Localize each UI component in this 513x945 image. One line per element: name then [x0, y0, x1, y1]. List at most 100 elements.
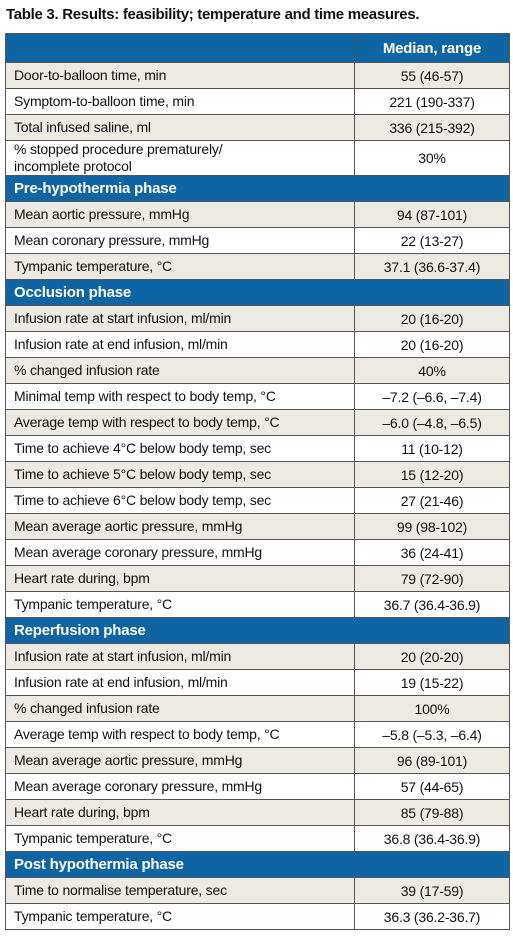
data-row: Tympanic temperature, °C 36.7 (36.4-36.9) — [5, 591, 510, 618]
data-row: % changed infusion rate 40% — [5, 357, 510, 384]
section-title: Pre-hypothermia phase — [5, 175, 510, 202]
row-value: 22 (13-27) — [354, 227, 510, 254]
row-value: 37.1 (36.6-37.4) — [354, 253, 510, 280]
data-row: Mean average coronary pressure, mmHg 57 (… — [5, 773, 510, 800]
data-row: Time to achieve 6°C below body temp, sec… — [5, 487, 510, 514]
row-label: Total infused saline, ml — [5, 114, 355, 141]
row-label: Average temp with respect to body temp, … — [5, 721, 355, 748]
row-label: Symptom-to-balloon time, min — [5, 88, 355, 115]
header-cell: Median, range — [354, 33, 510, 63]
section-row: Post hypothermia phase — [5, 851, 510, 878]
row-value: 20 (16-20) — [354, 331, 510, 358]
data-row: Mean average aortic pressure, mmHg 96 (89… — [5, 747, 510, 774]
section-row: Pre-hypothermia phase — [5, 175, 510, 202]
row-value: 55 (46-57) — [354, 62, 510, 89]
row-value: 100% — [354, 695, 510, 722]
row-label: Average temp with respect to body temp, … — [5, 409, 355, 436]
data-row: Time to achieve 5°C below body temp, sec… — [5, 461, 510, 488]
data-row: Infusion rate at end infusion, ml/min 20 … — [5, 331, 510, 358]
data-row: Minimal temp with respect to body temp, … — [5, 383, 510, 410]
row-value: –6.0 (–4.8, –6.5) — [354, 409, 510, 436]
header-row: Median, range — [5, 33, 510, 63]
row-label: Minimal temp with respect to body temp, … — [5, 383, 355, 410]
row-label: Infusion rate at end infusion, ml/min — [5, 331, 355, 358]
row-value: 57 (44-65) — [354, 773, 510, 800]
data-row: Infusion rate at end infusion, ml/min 19 … — [5, 669, 510, 696]
data-row: Heart rate during, bpm 79 (72-90) — [5, 565, 510, 592]
row-label: Time to achieve 5°C below body temp, sec — [5, 461, 355, 488]
row-label: Mean aortic pressure, mmHg — [5, 201, 355, 228]
row-label: Tympanic temperature, °C — [5, 591, 355, 618]
data-row: Time to normalise temperature, sec 39 (17… — [5, 877, 510, 904]
row-label: Tympanic temperature, °C — [5, 825, 355, 852]
row-value: 36.8 (36.4-36.9) — [354, 825, 510, 852]
table-title: Table 3. Results: feasibility; temperatu… — [6, 6, 420, 23]
header-cell — [5, 33, 355, 63]
row-value: 30% — [354, 140, 510, 176]
data-row: Infusion rate at start infusion, ml/min 2… — [5, 305, 510, 332]
table-body: Door-to-balloon time, min 55 (46-57) Sympt… — [5, 62, 510, 930]
data-row: Tympanic temperature, °C 36.8 (36.4-36.9) — [5, 825, 510, 852]
data-row: Tympanic temperature, °C 37.1 (36.6-37.4) — [5, 253, 510, 280]
data-row: Mean coronary pressure, mmHg 22 (13-27) — [5, 227, 510, 254]
data-row: Tympanic temperature, °C 36.3 (36.2-36.7) — [5, 903, 510, 930]
row-value: 20 (16-20) — [354, 305, 510, 332]
row-label: Heart rate during, bpm — [5, 799, 355, 826]
data-row: Total infused saline, ml 336 (215-392) — [5, 114, 510, 141]
data-row: Door-to-balloon time, min 55 (46-57) — [5, 62, 510, 89]
row-label: Tympanic temperature, °C — [5, 903, 355, 930]
table-head: Median, range — [5, 33, 510, 63]
data-row: Mean aortic pressure, mmHg 94 (87-101) — [5, 201, 510, 228]
row-label: Time to achieve 6°C below body temp, sec — [5, 487, 355, 514]
data-row: % stopped procedure prematurely/ incompl… — [5, 140, 510, 176]
section-row: Reperfusion phase — [5, 617, 510, 644]
row-value: 96 (89-101) — [354, 747, 510, 774]
data-row: Time to achieve 4°C below body temp, sec… — [5, 435, 510, 462]
row-label: Mean coronary pressure, mmHg — [5, 227, 355, 254]
results-table: Median, range Door-to-balloon time, min 5… — [5, 33, 510, 930]
row-label: Heart rate during, bpm — [5, 565, 355, 592]
row-label: Time to achieve 4°C below body temp, sec — [5, 435, 355, 462]
data-row: % changed infusion rate 100% — [5, 695, 510, 722]
row-label: Mean average aortic pressure, mmHg — [5, 513, 355, 540]
row-label: Infusion rate at start infusion, ml/min — [5, 305, 355, 332]
row-value: 39 (17-59) — [354, 877, 510, 904]
data-row: Average temp with respect to body temp, … — [5, 721, 510, 748]
row-label: Time to normalise temperature, sec — [5, 877, 355, 904]
row-label: Infusion rate at start infusion, ml/min — [5, 643, 355, 670]
row-label: Mean average coronary pressure, mmHg — [5, 539, 355, 566]
row-value: 40% — [354, 357, 510, 384]
row-label: % changed infusion rate — [5, 357, 355, 384]
row-label: Infusion rate at end infusion, ml/min — [5, 669, 355, 696]
section-title: Post hypothermia phase — [5, 851, 510, 878]
row-value: 336 (215-392) — [354, 114, 510, 141]
row-value: 79 (72-90) — [354, 565, 510, 592]
data-row: Symptom-to-balloon time, min 221 (190-337… — [5, 88, 510, 115]
data-row: Infusion rate at start infusion, ml/min 2… — [5, 643, 510, 670]
row-label: % stopped procedure prematurely/ incompl… — [5, 140, 355, 176]
row-value: 19 (15-22) — [354, 669, 510, 696]
section-title: Reperfusion phase — [5, 617, 510, 644]
data-row: Average temp with respect to body temp, … — [5, 409, 510, 436]
row-value: 221 (190-337) — [354, 88, 510, 115]
row-value: 99 (98-102) — [354, 513, 510, 540]
section-row: Occlusion phase — [5, 279, 510, 306]
row-value: 85 (79-88) — [354, 799, 510, 826]
row-value: 94 (87-101) — [354, 201, 510, 228]
row-label: Door-to-balloon time, min — [5, 62, 355, 89]
data-row: Mean average aortic pressure, mmHg 99 (98… — [5, 513, 510, 540]
row-label: Mean average aortic pressure, mmHg — [5, 747, 355, 774]
data-row: Heart rate during, bpm 85 (79-88) — [5, 799, 510, 826]
row-label: Mean average coronary pressure, mmHg — [5, 773, 355, 800]
row-value: 36 (24-41) — [354, 539, 510, 566]
row-value: 11 (10-12) — [354, 435, 510, 462]
row-value: 36.7 (36.4-36.9) — [354, 591, 510, 618]
row-value: –5.8 (–5.3, –6.4) — [354, 721, 510, 748]
row-value: 15 (12-20) — [354, 461, 510, 488]
row-label: % changed infusion rate — [5, 695, 355, 722]
row-label: Tympanic temperature, °C — [5, 253, 355, 280]
row-value: –7.2 (–6.6, –7.4) — [354, 383, 510, 410]
row-value: 20 (20-20) — [354, 643, 510, 670]
